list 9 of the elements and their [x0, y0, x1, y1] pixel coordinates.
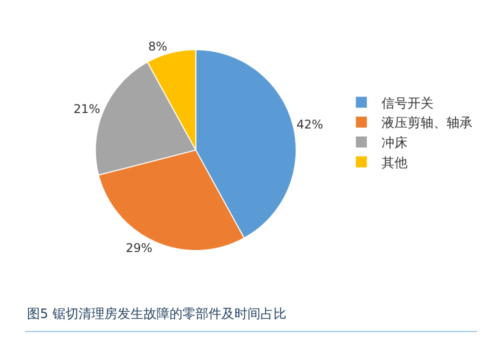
text: 图5 锯切清理房发生故障的零部件及时间占比: [27, 306, 286, 322]
data-label: 21%: [73, 102, 100, 116]
data-label: 8%: [148, 39, 168, 54]
legend-label: 其他: [381, 156, 408, 171]
data-label: 42%: [296, 118, 324, 132]
legend-label: 液压剪轴、轴承: [381, 116, 472, 132]
data-label: 29%: [126, 241, 152, 256]
legend-label: 冲床: [381, 136, 408, 152]
legend-label: 信号开关: [381, 96, 434, 112]
